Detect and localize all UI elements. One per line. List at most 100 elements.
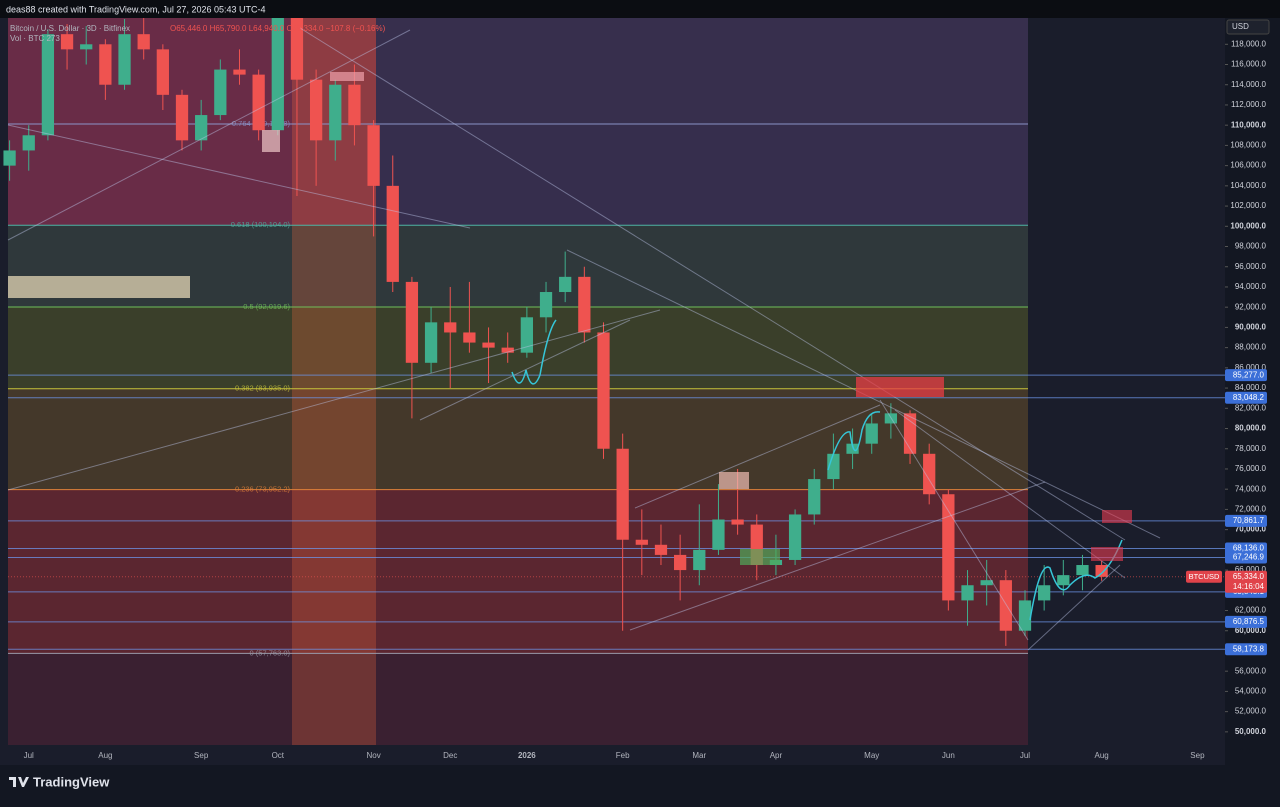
x-tick-label: Dec [443, 751, 457, 760]
price-label: 58,173.8 [1233, 644, 1265, 653]
candle-body [309, 79, 323, 141]
price-label-box [1225, 615, 1267, 628]
zone [8, 123, 1028, 226]
x-tick-label: Jul [24, 751, 34, 760]
y-tick-label: 112,000.0 [1231, 100, 1267, 109]
zone [8, 388, 1028, 490]
x-tick-label: May [864, 751, 879, 760]
candle-body [827, 453, 840, 480]
sketch [827, 411, 881, 471]
zone [8, 489, 1028, 654]
trendline [629, 481, 1046, 631]
candle-body [60, 34, 74, 50]
candle-body [1095, 565, 1108, 577]
candle-body [903, 413, 917, 454]
candle-body [597, 332, 610, 449]
candle-body [22, 135, 35, 151]
fib-label: 0.618 (100,104.0) [231, 220, 291, 229]
candle-body [386, 185, 399, 282]
price-label: 67,246.9 [1233, 553, 1265, 562]
x-tick-label: Sep [194, 751, 209, 760]
y-tick-label: 114,000.0 [1231, 80, 1267, 89]
zone-box [740, 549, 780, 565]
countdown: 14:16:04 [1233, 582, 1265, 591]
x-tick-label: Jul [1020, 751, 1030, 760]
candle-body [635, 539, 648, 545]
candle-body [348, 84, 361, 126]
symbol-box [1186, 570, 1222, 583]
zone-box [330, 72, 364, 81]
candle-body [41, 34, 55, 136]
candle-body [674, 554, 687, 571]
zone-box [856, 377, 944, 397]
candle-body [367, 125, 380, 186]
y-tick-label: 102,000.0 [1230, 201, 1266, 210]
x-tick-label: Aug [1095, 751, 1109, 760]
trendline [894, 409, 1126, 579]
candle-body [1018, 600, 1032, 631]
candle-body [80, 44, 93, 50]
currency: USD [1232, 22, 1249, 31]
boxes [8, 72, 1132, 565]
price-label: 85,277.0 [1233, 370, 1265, 379]
candle-body [175, 94, 189, 141]
price-label: 60,876.5 [1233, 617, 1265, 626]
zone-box [1091, 547, 1123, 561]
zone [8, 653, 1028, 745]
candles [3, 18, 1108, 646]
currency-box [1226, 19, 1270, 35]
candle-body [444, 322, 457, 333]
sketch [511, 319, 557, 385]
y-tick-label: 74,000.0 [1235, 484, 1267, 493]
y-tick-label: 62,000.0 [1235, 606, 1267, 615]
hand-drawings [511, 319, 1123, 621]
x-tick-label: Apr [770, 751, 783, 760]
footer [0, 765, 1280, 802]
candle-body [271, 18, 284, 131]
trendline [7, 309, 661, 491]
y-tick-label: 54,000.0 [1235, 687, 1267, 696]
brand: TradingView [33, 774, 110, 789]
candle-body [923, 453, 936, 495]
logo [9, 777, 29, 787]
credit: deas88 created with TradingView.com, Jul… [6, 4, 265, 14]
y-tick-label: 116,000.0 [1231, 60, 1267, 69]
y-tick-label: 50,000.0 [1235, 727, 1267, 736]
candle-body [520, 317, 533, 353]
candle-body [99, 44, 112, 85]
last-price-label: 65,334.0 [1233, 572, 1265, 581]
candle-body [961, 585, 974, 601]
y-tick-label: 100,000.0 [1230, 221, 1266, 230]
candle-body [195, 115, 208, 141]
y-tick-label: 98,000.0 [1235, 242, 1267, 251]
candle-body [424, 322, 438, 363]
x-tick-label: Oct [272, 751, 285, 760]
y-tick-label: 80,000.0 [1235, 424, 1267, 433]
candle-body [118, 34, 131, 85]
price-label-box [1225, 514, 1267, 527]
trendline [1027, 564, 1121, 651]
trendline [419, 319, 631, 421]
price-label: 70,861.7 [1233, 516, 1265, 525]
candle-body [693, 549, 706, 571]
y-tick-label: 94,000.0 [1235, 282, 1267, 291]
header-bar [0, 0, 1280, 18]
candle-body [233, 69, 246, 75]
zone-box [8, 276, 190, 298]
candle-body [846, 443, 859, 454]
price-axis [1225, 18, 1280, 765]
symbol-label: BTCUSD [1189, 572, 1220, 581]
candle-body [865, 423, 878, 444]
x-tick-label: Aug [98, 751, 112, 760]
trendline [7, 124, 471, 229]
trendline [7, 29, 411, 241]
y-tick-label: 66,000.0 [1235, 565, 1267, 574]
candle-body [539, 292, 553, 318]
y-tick-label: 86,000.0 [1235, 363, 1267, 372]
candle-body [501, 347, 514, 353]
y-tick-label: 78,000.0 [1235, 444, 1267, 453]
x-tick-label: Jun [942, 751, 955, 760]
candle-body [405, 281, 419, 363]
candle-body [290, 18, 304, 80]
